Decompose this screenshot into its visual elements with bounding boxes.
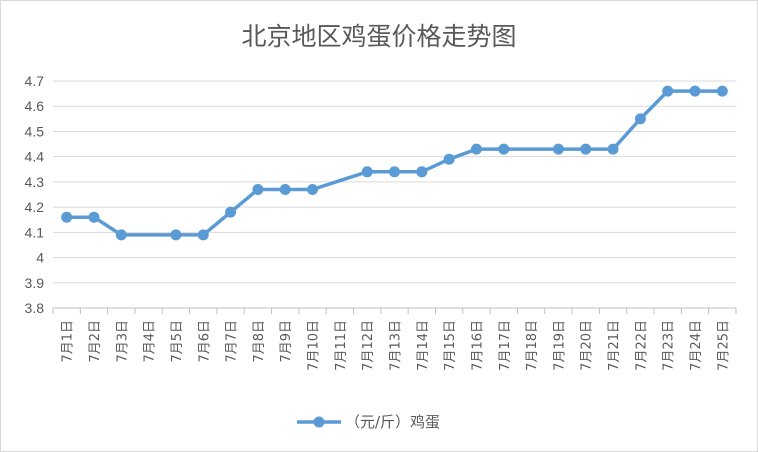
data-point — [552, 143, 564, 155]
y-tick-label: 3.8 — [25, 300, 45, 316]
gridlines — [53, 80, 736, 284]
x-tick-label: 7月2日 — [88, 320, 103, 363]
x-tick-label: 7月5日 — [170, 320, 185, 363]
data-point — [443, 153, 455, 165]
data-point — [662, 85, 674, 97]
data-point — [361, 166, 373, 178]
data-point — [498, 143, 510, 155]
x-tick-label: 7月11日 — [334, 320, 349, 371]
legend-label: （元/斤）鸡蛋 — [345, 413, 440, 431]
y-tick-label: 4.1 — [25, 224, 45, 240]
data-point — [580, 143, 592, 155]
x-tick-label: 7月7日 — [225, 320, 240, 363]
series-layer — [61, 85, 728, 241]
data-point — [61, 211, 73, 223]
x-tick-label: 7月22日 — [634, 320, 649, 371]
data-point — [279, 183, 291, 195]
x-tick-label: 7月1日 — [61, 320, 76, 363]
data-point — [470, 143, 482, 155]
x-tick-label: 7月8日 — [252, 320, 267, 363]
data-point — [197, 229, 209, 241]
x-tick-label: 7月3日 — [115, 320, 130, 363]
x-tick-label: 7月15日 — [443, 320, 458, 371]
y-tick-label: 4.3 — [25, 174, 45, 190]
y-axis-ticks: 3.8 3.9 4 4.1 4.2 4.3 4.4 4.5 4.6 4.7 — [25, 73, 45, 316]
x-axis — [52, 307, 737, 314]
data-point — [716, 85, 728, 97]
y-tick-label: 4.4 — [25, 149, 45, 165]
x-tick-label: 7月10日 — [307, 320, 322, 371]
data-point — [634, 113, 646, 125]
x-tick-label: 7月4日 — [143, 320, 158, 363]
data-point — [416, 166, 428, 178]
x-tick-label: 7月13日 — [389, 320, 404, 371]
data-point — [170, 229, 182, 241]
y-tick-label: 3.9 — [25, 275, 45, 291]
y-tick-label: 4.5 — [25, 123, 45, 139]
data-point — [88, 211, 100, 223]
legend: （元/斤）鸡蛋 — [297, 413, 440, 431]
data-point — [689, 85, 701, 97]
y-tick-label: 4 — [36, 250, 44, 266]
data-point — [307, 183, 319, 195]
x-tick-label: 7月16日 — [470, 320, 485, 371]
x-tick-label: 7月23日 — [662, 320, 677, 371]
data-point — [115, 229, 127, 241]
x-tick-label: 7月21日 — [607, 320, 622, 371]
x-tick-label: 7月18日 — [525, 320, 540, 371]
x-tick-label: 7月19日 — [552, 320, 567, 371]
x-tick-label: 7月24日 — [689, 320, 704, 371]
x-axis-ticks: 7月1日 7月2日 7月3日 7月4日 7月5日 7月6日 7月7日 7月8日 7月9日 7月10… — [61, 320, 732, 371]
x-tick-label: 7月20日 — [580, 320, 595, 371]
x-tick-label: 7月17日 — [498, 320, 513, 371]
series-line — [66, 89, 723, 237]
x-tick-label: 7月6日 — [197, 320, 212, 363]
y-tick-label: 4.6 — [25, 98, 45, 114]
data-point — [607, 143, 619, 155]
legend-marker — [313, 416, 325, 428]
data-point — [252, 183, 264, 195]
y-tick-label: 4.2 — [25, 199, 45, 215]
y-tick-label: 4.7 — [25, 73, 45, 89]
data-point — [389, 166, 400, 178]
data-point — [225, 206, 237, 218]
x-tick-label: 7月12日 — [361, 320, 376, 371]
x-tick-label: 7月9日 — [279, 320, 294, 363]
chart-title: 北京地区鸡蛋价格走势图 — [241, 22, 517, 51]
x-tick-label: 7月25日 — [716, 320, 731, 371]
x-tick-label: 7月14日 — [416, 320, 431, 371]
